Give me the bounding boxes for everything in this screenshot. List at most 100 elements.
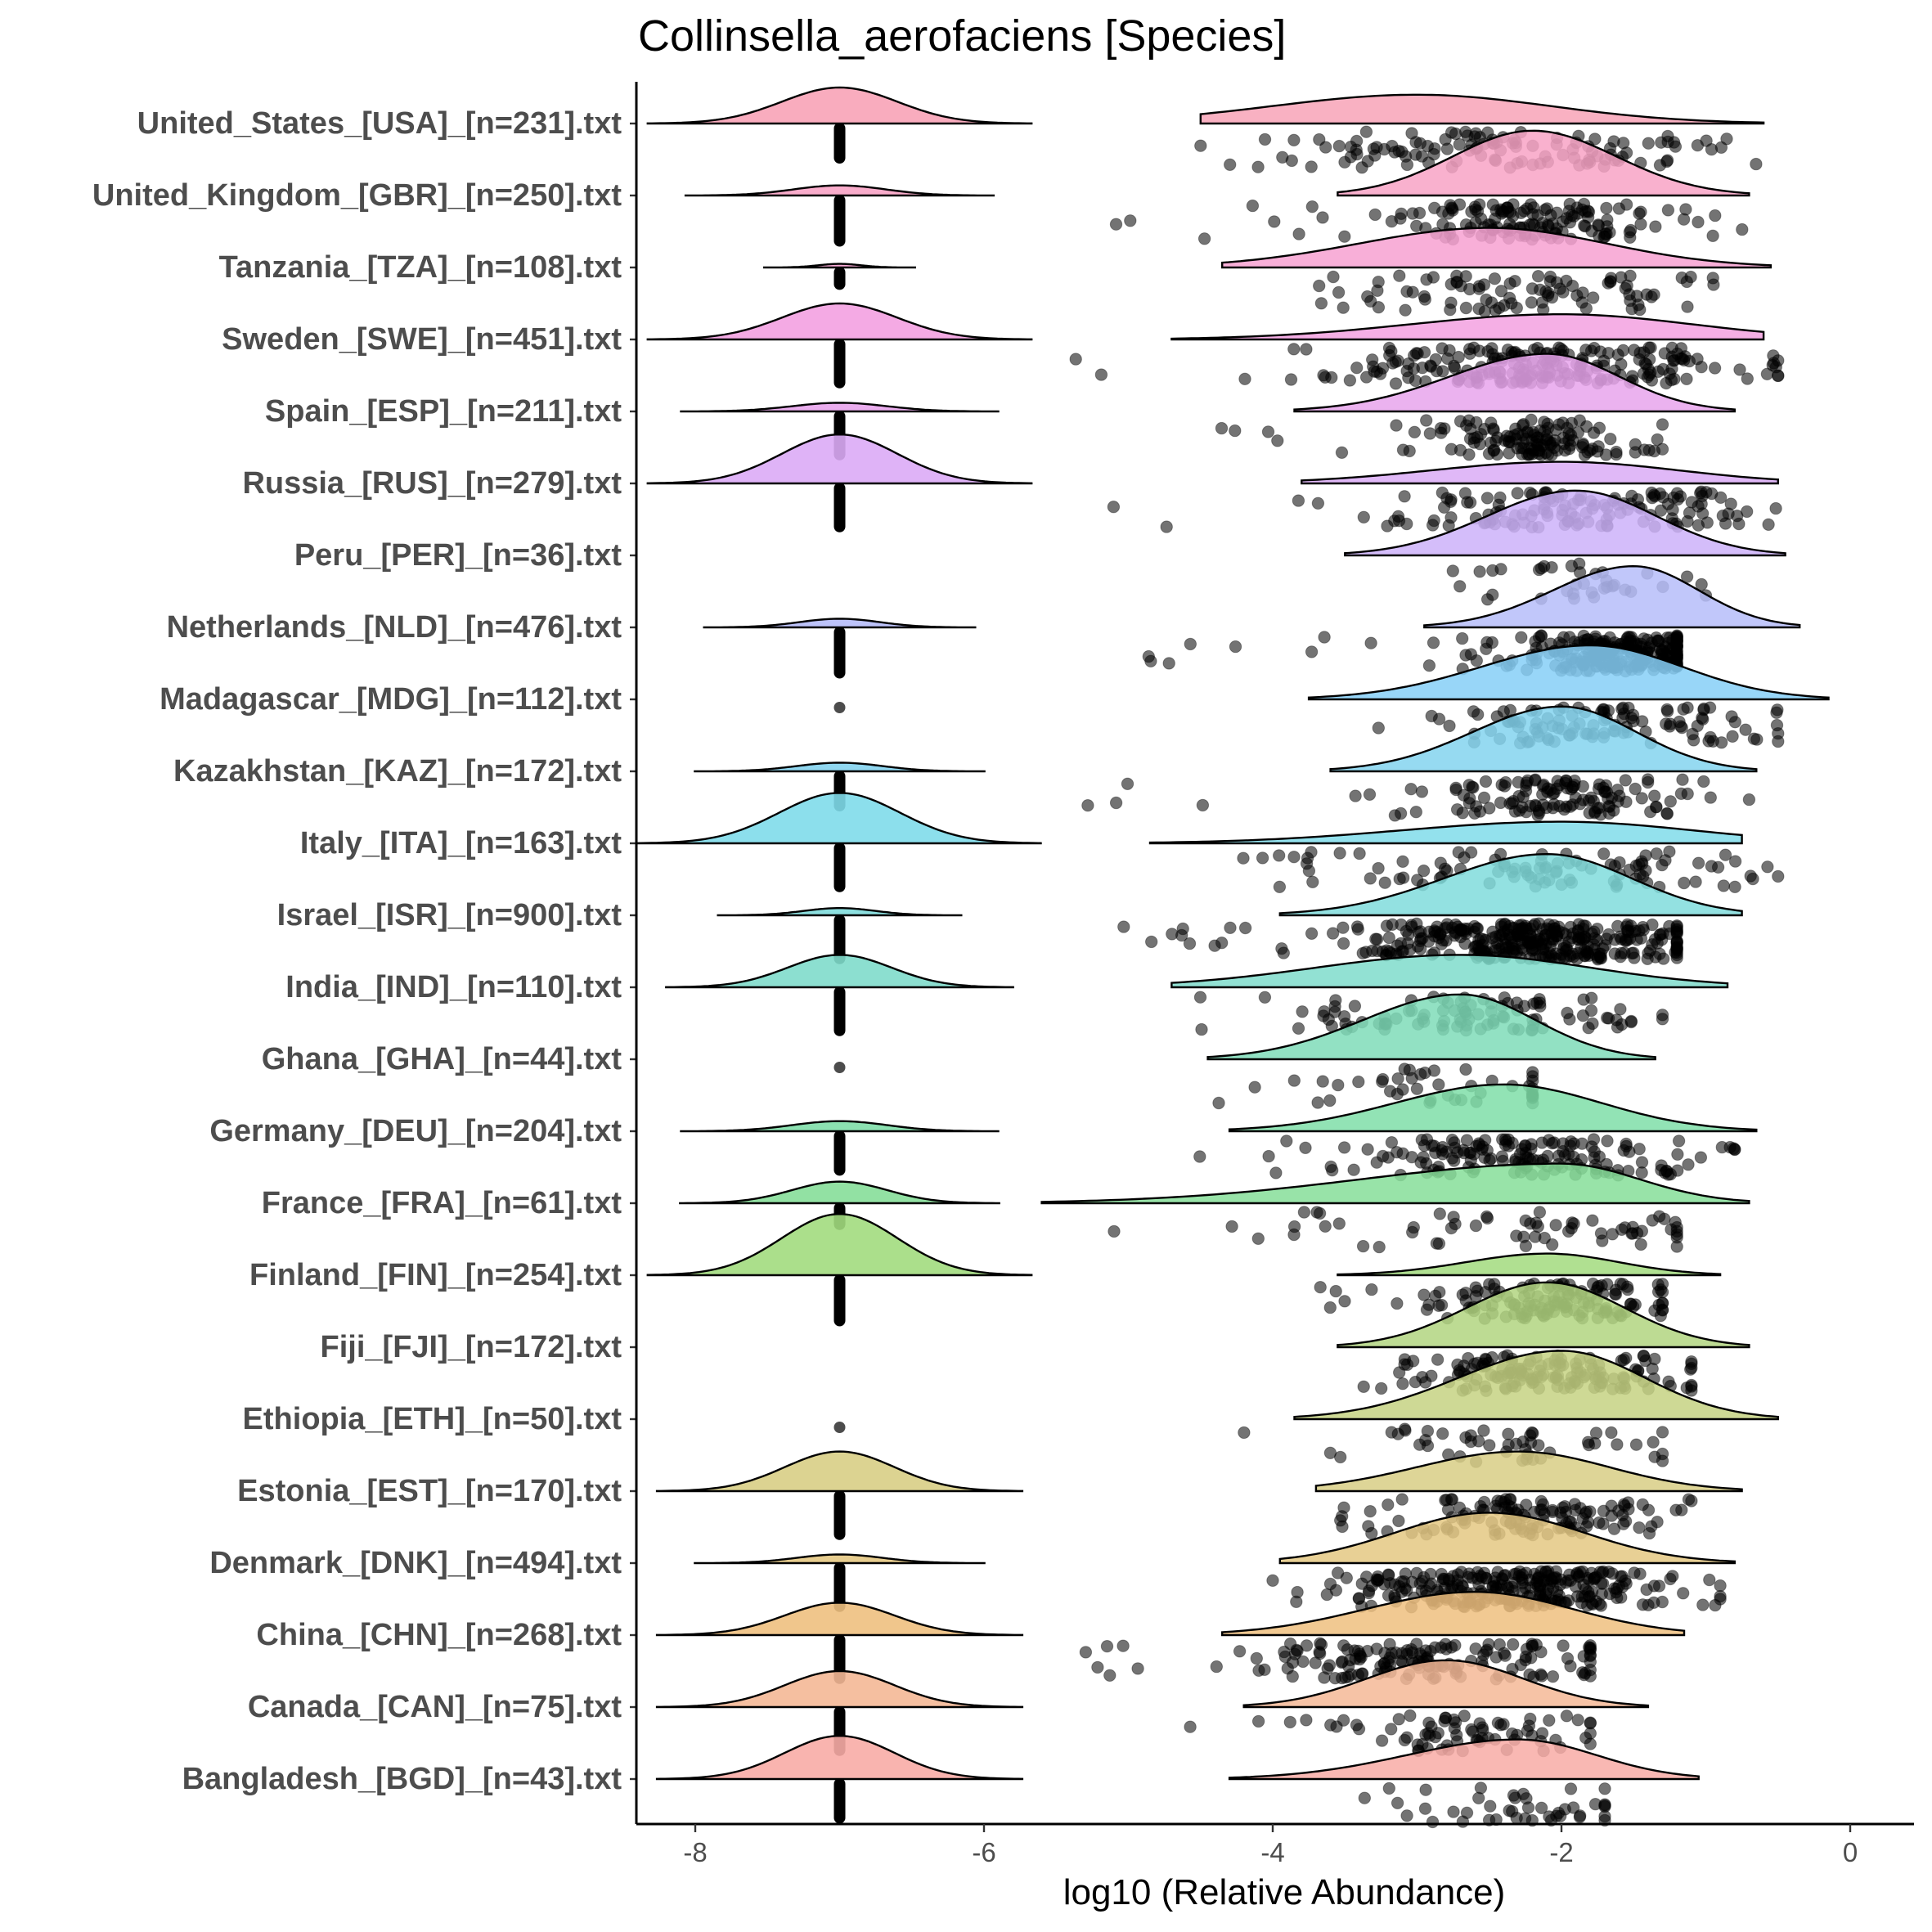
data-point <box>1486 198 1500 211</box>
data-point <box>1648 490 1661 503</box>
data-point <box>1305 200 1319 213</box>
data-point <box>1733 363 1746 376</box>
data-point <box>1316 211 1329 224</box>
data-point <box>1225 1220 1238 1233</box>
data-point <box>1633 303 1647 317</box>
data-point <box>1704 730 1717 744</box>
data-point <box>1704 791 1718 804</box>
data-point <box>1210 1660 1224 1674</box>
data-point <box>1463 282 1476 296</box>
data-point <box>1305 645 1319 658</box>
data-point <box>1677 1587 1690 1600</box>
data-point <box>1383 348 1396 362</box>
y-tick-label: France_[FRA]_[n=61].txt <box>262 1186 622 1220</box>
data-point <box>1715 1140 1729 1154</box>
data-point <box>1648 1450 1661 1463</box>
data-point <box>1395 207 1408 220</box>
data-point <box>1229 424 1242 438</box>
data-point <box>1530 1216 1543 1229</box>
zero-density-ridge <box>646 433 1033 485</box>
data-point <box>1356 1239 1370 1253</box>
data-point <box>1594 1227 1608 1240</box>
data-point <box>1694 1151 1708 1164</box>
data-point <box>1278 1645 1291 1659</box>
data-point <box>1404 783 1418 796</box>
data-point <box>1604 272 1618 285</box>
data-point <box>1526 1066 1539 1079</box>
data-point <box>1621 1283 1634 1296</box>
data-point <box>1624 231 1637 244</box>
data-point <box>1296 1005 1309 1018</box>
data-point <box>1337 1501 1350 1514</box>
data-point <box>1526 938 1539 951</box>
data-point <box>1711 860 1725 874</box>
data-point <box>1493 942 1506 956</box>
data-point <box>1376 1075 1389 1089</box>
data-point <box>1405 127 1418 140</box>
y-tick-label: China_[CHN]_[n=268].txt <box>256 1618 622 1652</box>
data-point <box>1396 1147 1409 1161</box>
data-point <box>1600 201 1613 215</box>
data-point <box>1635 1166 1648 1179</box>
data-point <box>1459 301 1473 315</box>
data-point <box>1094 368 1108 381</box>
data-point <box>1311 496 1325 510</box>
data-point <box>1391 1296 1404 1310</box>
data-point <box>1287 1074 1301 1087</box>
data-point <box>1455 1579 1469 1592</box>
data-point <box>1091 1660 1104 1674</box>
data-point <box>1647 1436 1660 1449</box>
data-point <box>1772 735 1785 748</box>
data-point <box>1361 1143 1374 1156</box>
data-point <box>1669 1503 1683 1516</box>
data-point <box>1534 1801 1548 1815</box>
data-point <box>1117 920 1130 933</box>
data-point <box>1506 938 1519 952</box>
data-point <box>1484 1799 1497 1813</box>
data-point <box>1406 207 1419 220</box>
data-point <box>1368 365 1381 378</box>
data-point <box>1517 1230 1530 1243</box>
data-point <box>1650 847 1663 860</box>
data-point <box>1625 489 1638 502</box>
data-point <box>1656 1426 1669 1439</box>
data-point <box>1262 1149 1275 1163</box>
data-point <box>1246 199 1260 213</box>
data-point <box>1686 727 1699 741</box>
zero-density-ridge <box>703 618 977 629</box>
data-point <box>1250 1651 1264 1665</box>
data-point <box>1238 1426 1251 1440</box>
data-point <box>1364 636 1377 649</box>
data-point <box>1662 1375 1675 1388</box>
data-point <box>1664 795 1678 808</box>
data-point <box>1661 704 1674 718</box>
data-point <box>1714 141 1728 155</box>
data-point <box>1326 1164 1339 1177</box>
data-point <box>1576 1009 1590 1022</box>
data-point <box>1611 919 1624 933</box>
data-point <box>1251 1714 1265 1728</box>
data-point <box>1392 514 1406 528</box>
zero-point <box>833 702 846 713</box>
data-point <box>1436 486 1449 500</box>
zero-density-ridge <box>684 184 995 197</box>
data-point <box>1714 491 1728 504</box>
data-point <box>1584 791 1598 804</box>
data-point <box>1611 1021 1624 1034</box>
data-point <box>1750 733 1764 746</box>
data-point <box>1503 447 1516 460</box>
data-point <box>1269 1166 1283 1179</box>
data-point <box>1306 875 1319 889</box>
data-point <box>1399 1567 1413 1580</box>
x-tick-label: -6 <box>972 1837 995 1867</box>
data-point <box>1348 1000 1362 1013</box>
data-point <box>1541 417 1554 430</box>
data-point <box>1373 1240 1386 1254</box>
data-point <box>1392 1514 1405 1528</box>
data-point <box>1415 1134 1429 1147</box>
density-ridge <box>1148 820 1743 845</box>
data-point <box>1488 272 1502 285</box>
data-point <box>1589 1427 1603 1440</box>
data-point <box>1395 918 1408 932</box>
